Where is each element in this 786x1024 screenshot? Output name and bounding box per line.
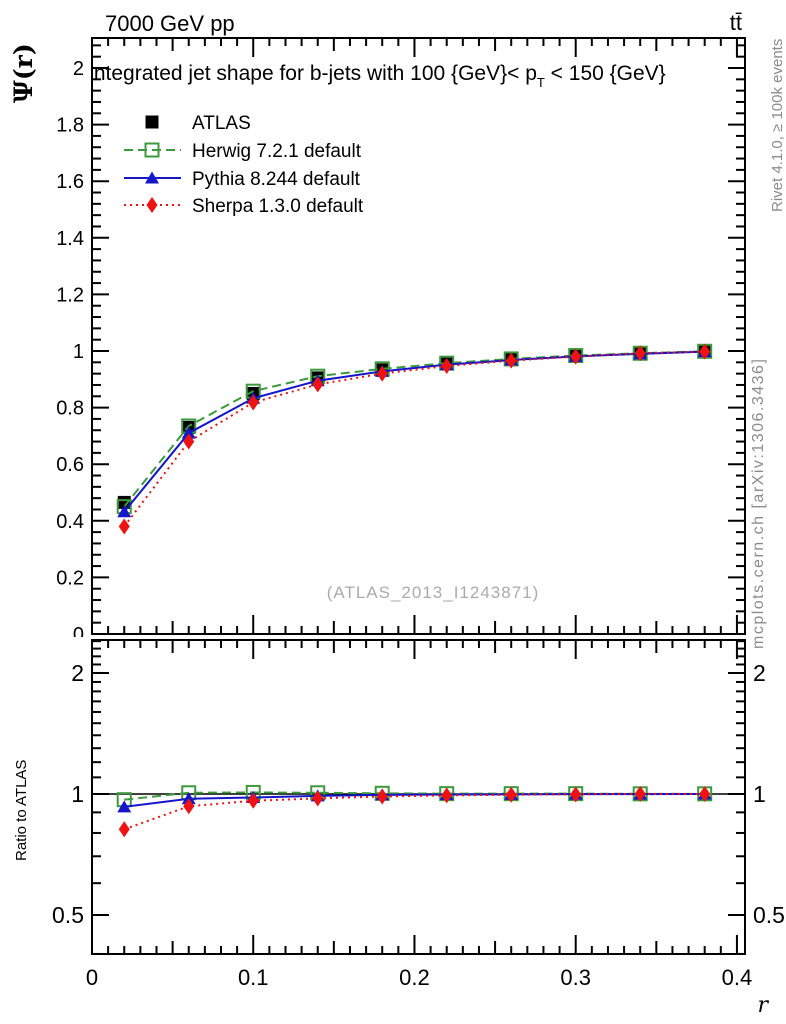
data-marker [699, 786, 711, 802]
data-marker [117, 800, 132, 813]
main-y-tick-label: 2 [73, 58, 84, 80]
data-marker [376, 788, 388, 805]
ratio-y-tick-label-right: 1 [753, 781, 766, 807]
series-line [124, 793, 705, 808]
axes-frame-layer [91, 37, 746, 955]
analysis-watermark: (ATLAS_2013_I1243871) [327, 583, 540, 602]
x-axis-title: r [757, 993, 769, 1018]
legend-item-atlas: ATLAS [145, 113, 251, 134]
main-y-tick-label: 1.4 [56, 228, 84, 250]
series-atlas-main [117, 345, 712, 509]
data-marker [183, 798, 195, 815]
x-tick-label: 0 [86, 965, 98, 990]
series-line [123, 792, 705, 831]
series-pythia-8-244-default-ratio [117, 787, 712, 813]
data-marker [144, 142, 160, 158]
legend-label: Pythia 8.244 default [192, 169, 361, 190]
ratio-axis-title: Ratio to ATLAS [13, 760, 30, 861]
data-marker [247, 792, 259, 809]
data-series-layer [92, 343, 745, 838]
data-marker [570, 786, 582, 803]
series-herwig-7-2-1-default-main [116, 343, 713, 515]
data-marker [145, 115, 159, 129]
legend: ATLAS Herwig 7.2.1 default Pythia 8.244 de… [124, 113, 364, 217]
data-marker [441, 357, 453, 374]
data-marker [376, 365, 388, 382]
data-marker [505, 352, 517, 369]
legend-item-pythia-8-244-default: Pythia 8.244 default [124, 169, 361, 190]
data-marker [118, 821, 130, 838]
data-marker [118, 518, 130, 535]
rivet-version-label: Rivet 4.1.0, ≥ 100k events [769, 39, 786, 212]
legend-item-herwig-7-2-1-default: Herwig 7.2.1 default [124, 141, 362, 162]
main-y-zero-label: 0 [73, 624, 84, 646]
main-y-tick-label: 0.6 [56, 454, 84, 476]
process-label: tt̄ [730, 10, 742, 35]
data-marker [505, 786, 517, 803]
main-y-tick-label: 1.8 [56, 115, 84, 137]
x-tick-label: 0.4 [722, 965, 753, 990]
data-marker [146, 197, 158, 213]
main-y-tick-label: 1 [73, 341, 84, 363]
series-line [123, 350, 705, 528]
ratio-y-tick-label-right: 0.5 [753, 902, 785, 928]
x-tick-label: 0.2 [399, 965, 430, 990]
mcplots-credit-label: mcplots.cern.ch [arXiv:1306.3436] [750, 358, 767, 649]
legend-label: ATLAS [192, 113, 251, 134]
ratio-y-tick-label-left: 2 [71, 660, 84, 686]
x-tick-label: 0.3 [560, 965, 591, 990]
series-sherpa-1-3-0-default-ratio [118, 785, 711, 838]
beam-energy-label: 7000 GeV pp [105, 11, 235, 36]
main-y-tick-label: 1.6 [56, 171, 84, 193]
data-marker [181, 792, 196, 805]
data-marker [145, 171, 159, 184]
main-y-tick-label: 0.2 [56, 567, 84, 589]
plot-title: Integrated jet shape for b-jets with 100… [88, 62, 666, 90]
data-marker [570, 348, 582, 365]
ratio-y-tick-label-left: 1 [71, 781, 84, 807]
ratio-y-tick-label-right: 2 [753, 660, 766, 686]
data-marker [183, 433, 195, 450]
y-axis-title: Ψ(r) [9, 43, 38, 103]
data-marker [312, 376, 324, 393]
x-tick-label: 0.1 [238, 965, 269, 990]
legend-label: Herwig 7.2.1 default [192, 141, 362, 162]
main-y-tick-label: 0.4 [56, 511, 84, 533]
data-marker [699, 343, 711, 360]
series-sherpa-1-3-0-default-main [118, 343, 711, 535]
data-marker [247, 394, 259, 411]
legend-label: Sherpa 1.3.0 default [192, 196, 364, 217]
series-line [123, 350, 705, 513]
data-marker [181, 426, 196, 439]
main-y-tick-label: 1.2 [56, 284, 84, 306]
tick-label-layer: 0.2 0.4 0.6 0.8 1 1.2 1.4 1.6 1.8 2 0 0.5 0.5 1 1 2 2 0 0.… [52, 58, 785, 990]
data-marker [312, 790, 324, 807]
data-marker [441, 787, 453, 804]
data-marker [634, 785, 646, 802]
main-y-tick-label: 0.8 [56, 398, 84, 420]
main-panel-frame [91, 37, 746, 635]
ratio-y-tick-label-left: 0.5 [52, 902, 84, 928]
data-marker [634, 345, 646, 362]
ratio-panel-frame [91, 639, 746, 955]
data-marker [117, 505, 132, 518]
legend-item-sherpa-1-3-0-default: Sherpa 1.3.0 default [124, 196, 364, 217]
